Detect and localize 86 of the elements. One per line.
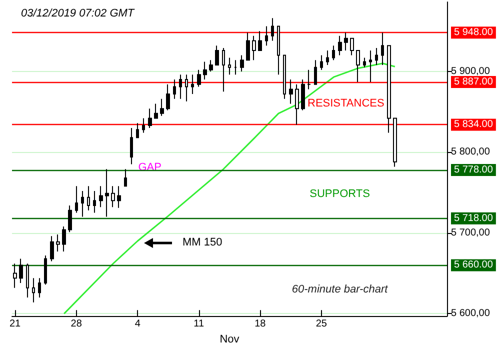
candlestick <box>307 69 311 90</box>
candlestick <box>203 61 207 80</box>
candlestick <box>314 60 317 85</box>
candlestick <box>375 48 378 66</box>
candlestick <box>142 118 145 134</box>
candlestick <box>240 54 244 72</box>
candlestick <box>13 263 17 288</box>
candlestick <box>50 236 54 262</box>
candlestick <box>326 50 329 66</box>
candlestick <box>234 60 237 76</box>
candlestick <box>387 45 391 134</box>
candlestick <box>363 57 366 68</box>
candlestick <box>99 186 103 208</box>
candlestick <box>111 186 115 208</box>
ref-line-label: 5 718.00 <box>454 212 494 224</box>
ref-line-label: 5 834.00 <box>454 119 494 130</box>
candlestick <box>289 79 293 104</box>
candlestick <box>185 74 188 102</box>
x-axis-title: Nov <box>220 334 240 346</box>
y-tick-label: 5 800,00 <box>451 146 490 158</box>
annotation: SUPPORTS <box>310 188 370 200</box>
y-tick-label: 5 600,00 <box>451 308 490 320</box>
candlestick <box>393 118 397 168</box>
annotation: MM 150 <box>182 236 222 249</box>
x-tick-label: 21 <box>10 318 22 330</box>
annotation: 60-minute bar-chart <box>292 283 389 296</box>
candlestick <box>173 79 176 100</box>
candlestick <box>68 204 72 233</box>
candlestick <box>26 263 29 298</box>
candlestick <box>32 278 35 303</box>
candlestick <box>246 32 250 61</box>
text: 03/12/2019 07:02 GMT <box>21 8 136 20</box>
candlestick <box>265 26 268 46</box>
candlestick <box>87 186 90 211</box>
candlestick <box>277 26 280 76</box>
candlestick <box>356 50 360 82</box>
candlestick <box>75 186 78 214</box>
y-tick-label: 5 900,00 <box>451 66 490 77</box>
candlestick <box>148 108 152 128</box>
ref-line-label: 5 778.00 <box>454 164 494 176</box>
candlestick <box>130 127 133 165</box>
candlestick <box>19 258 23 284</box>
candlestick <box>136 122 139 138</box>
x-tick-label: 11 <box>194 318 204 330</box>
ref-line-label: 5 660.00 <box>454 260 494 271</box>
candlestick <box>344 32 348 51</box>
y-tick-label: 5 700,00 <box>451 227 490 238</box>
candlestick <box>197 69 201 88</box>
candlestick <box>105 168 109 218</box>
x-tick-label: 4 <box>134 318 141 330</box>
candlestick <box>117 186 121 208</box>
candlestick <box>332 45 335 61</box>
candlestick <box>124 168 127 187</box>
candlestick <box>283 54 286 100</box>
x-tick-label: 18 <box>254 318 266 330</box>
candlestick <box>81 190 84 218</box>
candlestick <box>350 38 354 56</box>
candlestick <box>301 79 305 111</box>
candlestick <box>160 98 164 116</box>
candlestick <box>381 32 384 66</box>
candlestick <box>179 74 182 100</box>
candlestick <box>258 30 262 51</box>
candlestick <box>56 234 60 252</box>
candlestick <box>209 60 213 72</box>
candlestick <box>154 103 158 119</box>
ref-line-label: 5 948.00 <box>454 27 494 38</box>
candlestick <box>369 50 372 82</box>
line-series <box>63 62 396 314</box>
candlestick <box>338 35 342 56</box>
candlestick <box>222 48 225 92</box>
candlestick <box>93 190 96 214</box>
x-tick-label: 25 <box>316 318 328 330</box>
candlestick <box>191 74 194 95</box>
candlestick <box>38 278 41 298</box>
annotation: RESISTANCES <box>308 98 384 110</box>
x-tick-label: 28 <box>70 318 82 330</box>
candlestick <box>271 18 274 42</box>
candlestick <box>215 45 219 66</box>
candlestick <box>166 84 170 111</box>
candlestick <box>252 35 256 61</box>
ref-line-label: 5 887.00 <box>454 76 494 88</box>
candlestick <box>62 226 66 252</box>
candlestick <box>44 255 47 286</box>
candlestick <box>320 54 323 70</box>
candlestick <box>295 84 299 126</box>
candlestick <box>228 57 231 76</box>
